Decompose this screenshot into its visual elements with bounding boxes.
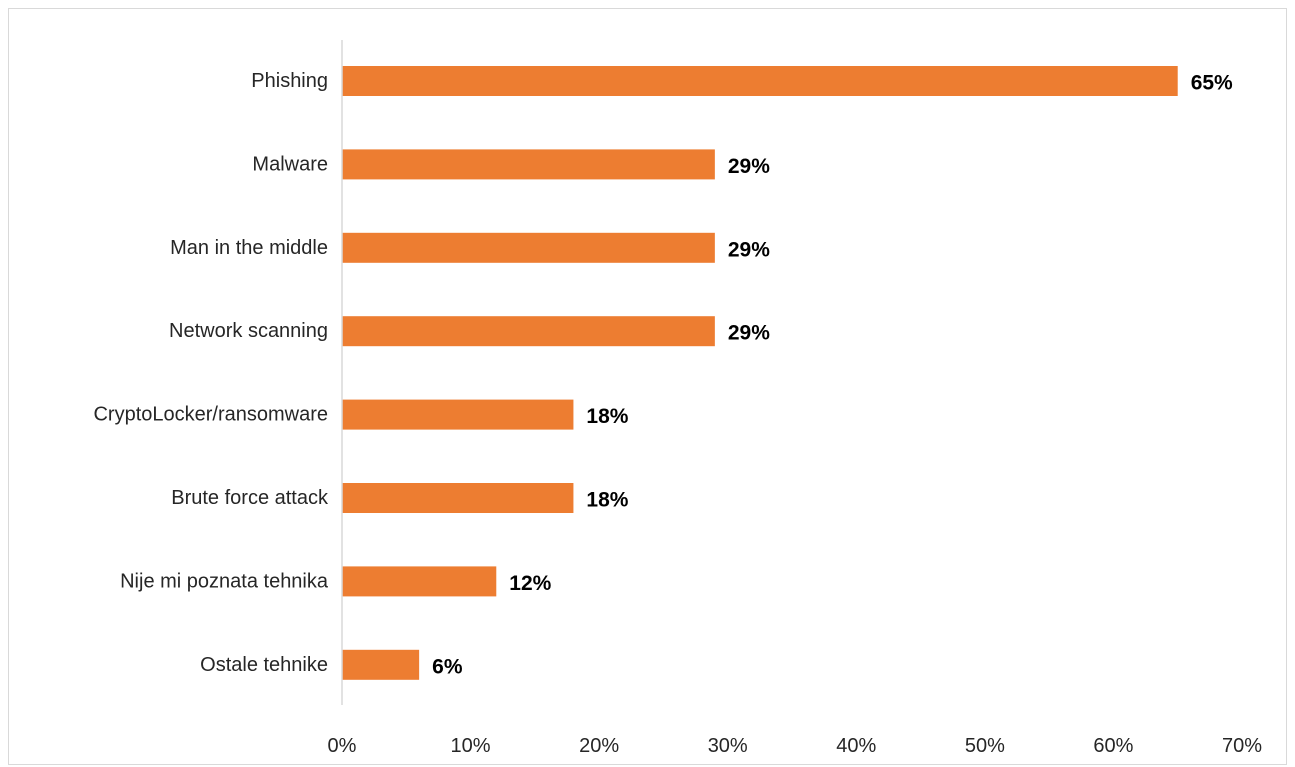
category-label-malware: Malware	[252, 153, 328, 175]
data-label-network-scanning: 29%	[728, 322, 770, 345]
x-tick-label-30: 30%	[708, 735, 748, 757]
x-tick-label-70: 70%	[1222, 735, 1262, 757]
data-label-man-in-the-middle: 29%	[728, 238, 770, 261]
data-label-brute-force-attack: 18%	[586, 489, 628, 512]
bar-network-scanning	[342, 316, 715, 347]
chart-frame	[8, 8, 1287, 765]
x-tick-label-20: 20%	[579, 735, 619, 757]
data-label-malware: 29%	[728, 155, 770, 178]
data-labels: 65% 29% 29% 29% 18% 18% 12% 6%	[432, 72, 1233, 679]
data-label-ostale-tehnike: 6%	[432, 655, 463, 678]
x-tick-label-10: 10%	[451, 735, 491, 757]
bars-layer	[342, 66, 1178, 680]
category-labels: Phishing Malware Man in the middle Network …	[93, 70, 329, 676]
x-tick-label-50: 50%	[965, 735, 1005, 757]
bar-cryptolocker-ransomware	[342, 399, 574, 430]
x-axis-tick-labels: 0% 10% 20% 30% 40% 50% 60% 70%	[328, 735, 1263, 757]
bar-malware	[342, 149, 715, 180]
x-tick-label-60: 60%	[1093, 735, 1133, 757]
data-label-nije-mi-poznata-tehnika: 12%	[509, 572, 551, 595]
data-label-phishing: 65%	[1191, 72, 1233, 95]
bar-nije-mi-poznata-tehnika	[342, 566, 497, 597]
category-label-man-in-the-middle: Man in the middle	[170, 237, 328, 259]
bar-brute-force-attack	[342, 483, 574, 513]
category-label-cryptolocker-ransomware: CryptoLocker/ransomware	[93, 404, 328, 426]
data-label-cryptolocker-ransomware: 18%	[586, 405, 628, 428]
category-label-network-scanning: Network scanning	[169, 320, 328, 342]
category-label-phishing: Phishing	[251, 70, 328, 92]
x-tick-label-40: 40%	[836, 735, 876, 757]
bar-phishing	[342, 66, 1178, 96]
bar-man-in-the-middle	[342, 232, 715, 263]
category-label-brute-force-attack: Brute force attack	[171, 487, 329, 509]
category-label-ostale-tehnike: Ostale tehnike	[200, 654, 328, 676]
bar-ostale-tehnike	[342, 649, 420, 680]
category-label-nije-mi-poznata-tehnika: Nije mi poznata tehnika	[120, 570, 329, 592]
x-tick-label-0: 0%	[328, 735, 357, 757]
